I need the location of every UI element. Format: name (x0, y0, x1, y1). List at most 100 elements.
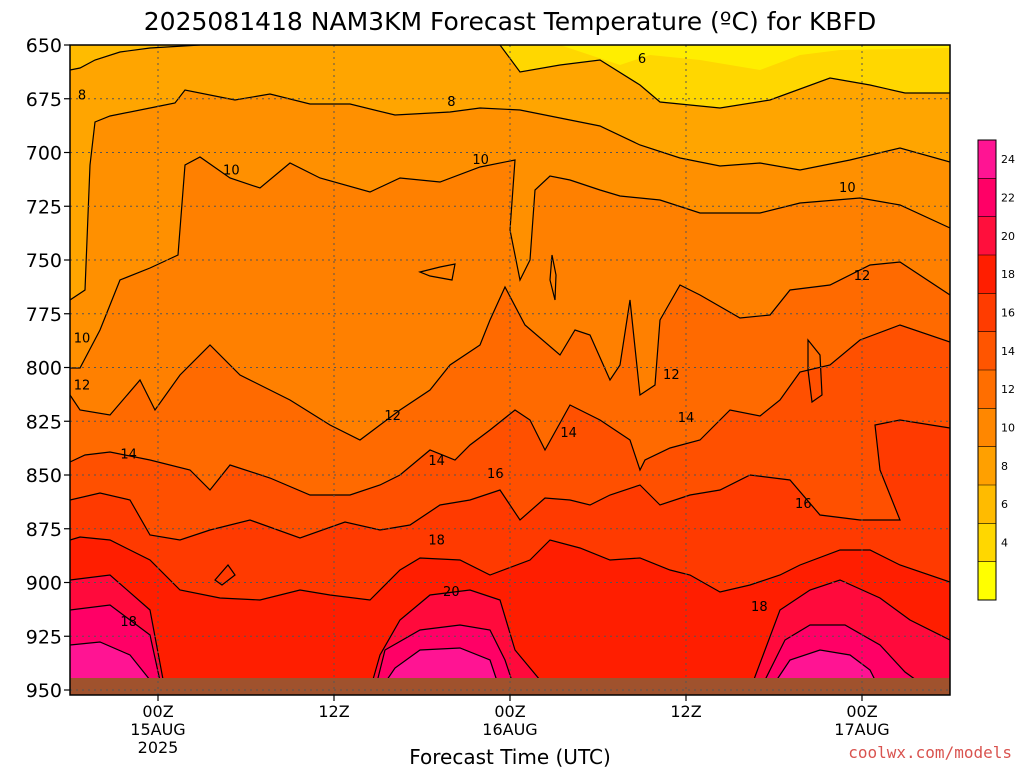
contour-22-left (70, 604, 163, 691)
y-tick-label: 775 (26, 304, 62, 326)
contour-18 (70, 536, 950, 601)
contour-24-right (769, 649, 881, 691)
colorbar-label: 22 (1001, 192, 1015, 205)
y-tick-label: 725 (26, 196, 62, 218)
contour-closed-low (214, 564, 236, 586)
contour-20-right (749, 579, 950, 691)
contour-label: 10 (223, 164, 240, 179)
x-tick-label: 00Z (494, 702, 525, 721)
x-tick-label: 2025 (138, 738, 179, 757)
contour-label: 12 (854, 269, 871, 284)
x-tick-label: 15AUG (130, 720, 185, 739)
band-6-8 (70, 45, 200, 70)
contour-label: 14 (120, 448, 137, 463)
x-tick-label: 00Z (142, 702, 173, 721)
y-tick-label: 800 (26, 358, 62, 380)
y-tick-label: 825 (26, 411, 62, 433)
colorbar-segment (978, 485, 996, 524)
colorbar-label: 16 (1001, 307, 1015, 320)
contour-20-left (70, 574, 166, 691)
contour-label: 12 (74, 379, 91, 394)
ground-surface (70, 678, 950, 695)
colorbar-label: 14 (1001, 345, 1015, 358)
x-tick-label: 00Z (846, 702, 877, 721)
contour-16 (70, 419, 950, 541)
contour-lines (70, 45, 950, 691)
y-tick-label: 900 (26, 573, 62, 595)
contour-24-mid (379, 647, 501, 691)
band-yellow-top (560, 45, 950, 70)
y-tick-label: 675 (26, 89, 62, 111)
colorbar-label: 8 (1001, 460, 1008, 473)
y-axis: 650 675 700 725 750 775 800 825 850 875 900 925 950 (26, 35, 70, 702)
colorbar-label: 18 (1001, 268, 1015, 281)
x-tick-label: 16AUG (482, 720, 537, 739)
colorbar-segment (978, 446, 996, 486)
contour-22-right (759, 624, 931, 691)
colorbar-segment (978, 293, 996, 333)
y-tick-label: 850 (26, 465, 62, 487)
contour-closed-small (549, 254, 557, 301)
contour-label: 8 (447, 95, 455, 110)
contour-label: 12 (663, 368, 680, 383)
x-tick-label: 17AUG (834, 720, 889, 739)
contour-label: 10 (839, 181, 856, 196)
contour-10 (70, 156, 950, 369)
colorbar-segment (978, 408, 996, 448)
colorbar-label: 24 (1001, 153, 1015, 166)
y-tick-label: 950 (26, 680, 62, 702)
colorbar-segment (978, 561, 996, 601)
credit-link[interactable]: coolwx.com/models (848, 743, 1012, 762)
contour-8 (70, 89, 950, 301)
band-16-18 (70, 420, 950, 600)
contour-label: 14 (428, 454, 445, 469)
contour-label: 8 (78, 88, 86, 103)
y-tick-label: 750 (26, 250, 62, 272)
colorbar-segment (978, 255, 996, 294)
colorbar-label: 12 (1001, 383, 1015, 396)
colorbar-label: 4 (1001, 537, 1008, 550)
band-10-12 (70, 157, 950, 440)
contour-12 (70, 261, 950, 441)
contour-6 (499, 45, 950, 109)
contour-20-mid (369, 589, 571, 691)
y-tick-label: 875 (26, 519, 62, 541)
contour-label: 6 (638, 52, 646, 67)
colorbar-segment (978, 523, 996, 563)
contour-label: 18 (428, 534, 445, 549)
contour-label: 14 (678, 411, 695, 426)
contour-label: 16 (795, 497, 812, 512)
band-14-16 (70, 325, 950, 540)
colorbar-segment (978, 216, 996, 256)
band-12-14 (70, 262, 950, 495)
chart-title: 2025081418 NAM3KM Forecast Temperature (… (144, 7, 876, 36)
contour-label: 10 (472, 153, 489, 168)
contour-22-mid (374, 624, 516, 691)
contour-label: 18 (751, 600, 768, 615)
colorbar-label: 20 (1001, 230, 1015, 243)
y-tick-label: 650 (26, 35, 62, 57)
x-tick-label: 12Z (318, 702, 349, 721)
band-24-plus (70, 642, 880, 690)
y-tick-label: 700 (26, 143, 62, 165)
contour-closed-blob (418, 263, 456, 281)
contour-label: 20 (443, 585, 460, 600)
colorbar-segment (978, 370, 996, 409)
contour-label: 16 (487, 467, 504, 482)
contour-14 (70, 324, 950, 496)
contour-label: 14 (560, 426, 577, 441)
contour-labels: 6 8 8 10 10 10 10 12 12 12 12 14 14 14 14 16 16 18 18 18 20 (74, 52, 871, 630)
contour-8-top (70, 45, 201, 71)
grid-lines (70, 44, 950, 695)
contour-closed-right (807, 338, 823, 404)
colorbar-segment (978, 140, 996, 179)
contour-label: 10 (74, 331, 91, 346)
colorbar-segment (978, 331, 996, 371)
colorbar: 24 22 20 18 16 14 12 10 8 6 4 (977, 139, 1015, 601)
colorbar-label: 10 (1001, 422, 1015, 435)
band-8-10 (70, 90, 950, 368)
colorbar-label: 6 (1001, 498, 1008, 511)
contour-label: 18 (120, 615, 137, 630)
